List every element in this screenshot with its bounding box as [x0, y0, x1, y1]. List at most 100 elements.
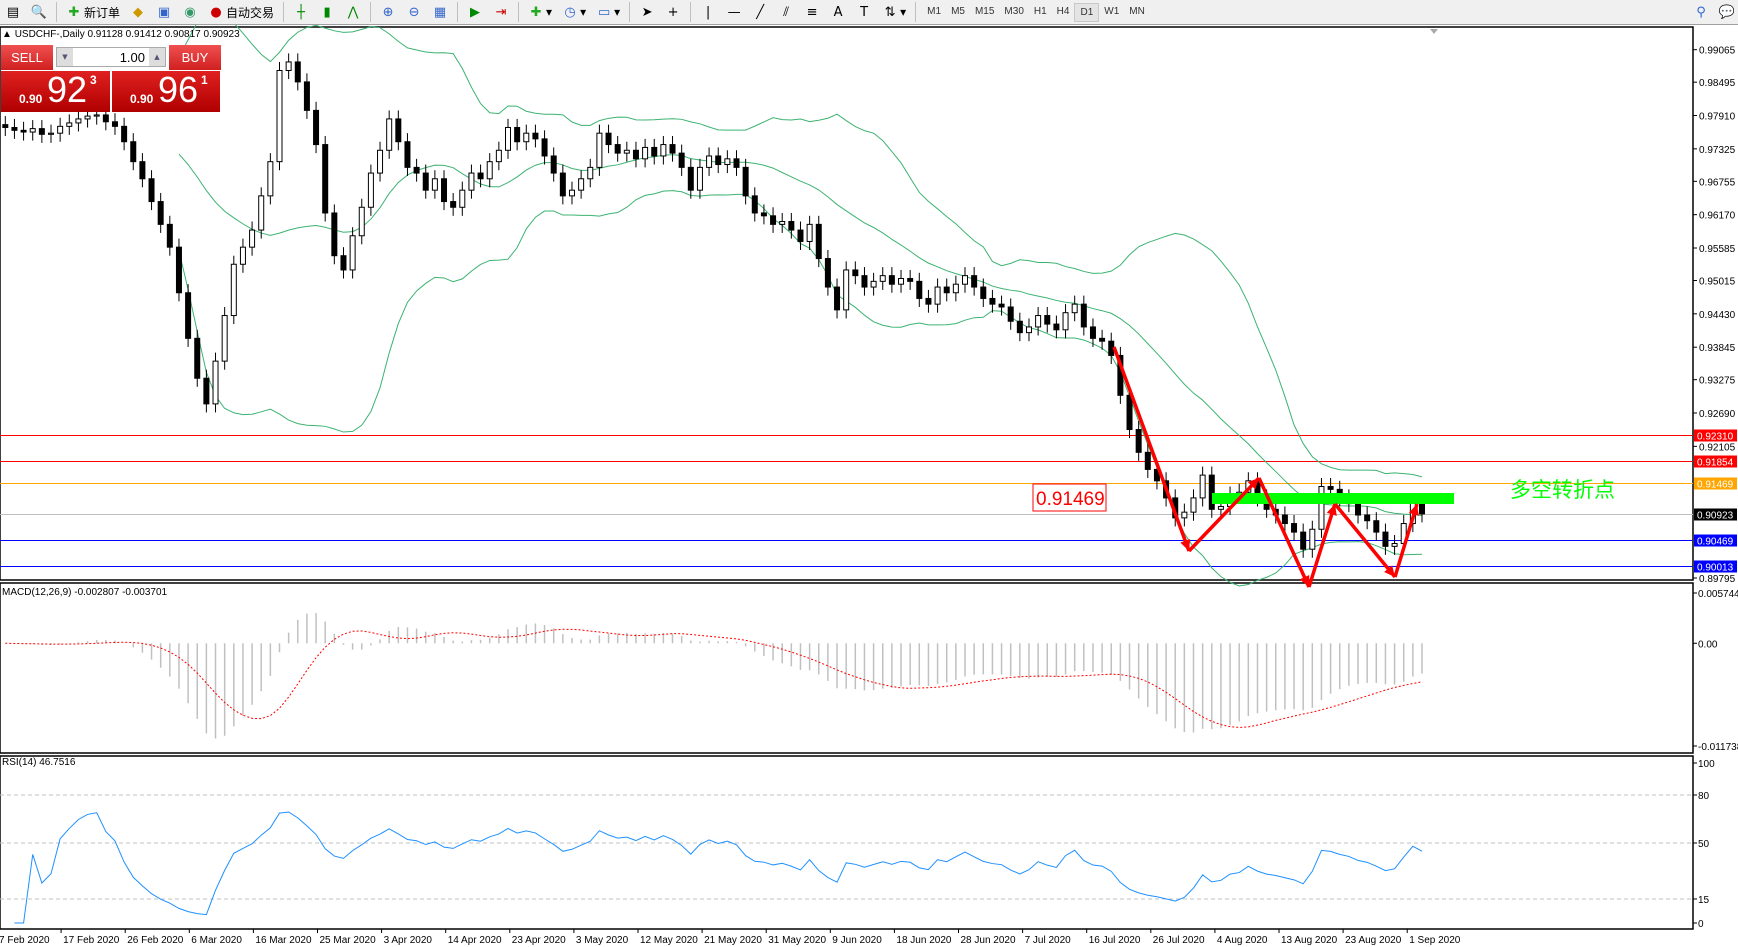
candle-body-bull	[212, 360, 219, 405]
candle	[742, 158, 749, 205]
collapse-triangle-icon[interactable]: ▲	[2, 29, 12, 40]
vertical-line-button[interactable]: |	[697, 2, 719, 23]
candle	[1144, 443, 1151, 478]
zoom-out-button[interactable]: ⊖	[403, 2, 425, 23]
candle	[20, 121, 27, 141]
candle-body-bull	[1035, 315, 1042, 328]
macd-panel-frame	[0, 582, 1694, 754]
navigator-button[interactable]: 🔍	[28, 2, 50, 23]
candle	[285, 53, 292, 80]
candle	[669, 136, 676, 162]
chart-shift-button[interactable]: ⇥	[490, 2, 512, 23]
trendline-button[interactable]: ╱	[749, 2, 771, 23]
bar-chart-button[interactable]: ┼	[290, 2, 312, 23]
candle	[962, 267, 968, 293]
volume-up-icon[interactable]: ▲	[149, 48, 165, 66]
templates-button[interactable]: ▭ ▾	[597, 4, 621, 20]
price-line-label: 0.90923	[1697, 511, 1734, 522]
candle-body-bear	[130, 141, 137, 163]
search-button[interactable]: ⚲	[1690, 2, 1712, 23]
candle-body-bear	[157, 201, 164, 225]
crosshair-button[interactable]: +	[662, 2, 684, 23]
arrows-icon: ⇅	[884, 4, 896, 20]
sell-price-button[interactable]: 0.90 92 3	[1, 69, 110, 112]
text-button[interactable]: A	[827, 2, 849, 23]
date-label: 6 Mar 2020	[191, 935, 242, 946]
signals-button[interactable]: ◉	[179, 2, 201, 23]
chart-shift-marker-icon	[1430, 29, 1438, 34]
timeframe-w1[interactable]: W1	[1104, 5, 1120, 17]
candle-body-bear	[559, 172, 566, 197]
candle	[230, 255, 237, 325]
price-tick-label: 0.94430	[1699, 310, 1736, 321]
timeframe-m15[interactable]: M15	[974, 5, 995, 17]
volume-input[interactable]: 1.00	[119, 49, 145, 65]
timeframe-d1[interactable]: D1	[1074, 2, 1100, 22]
candle	[843, 261, 850, 319]
candle-body-bear	[422, 172, 429, 191]
candle	[779, 212, 786, 233]
toolbar-divider	[915, 2, 917, 22]
metaeditor-button[interactable]: ◆	[127, 2, 149, 23]
price-tick-label: 0.97325	[1699, 145, 1736, 156]
date-label: 7 Feb 2020	[0, 935, 50, 946]
arrow-shaft	[1187, 476, 1261, 553]
candle	[623, 141, 630, 162]
market-watch-button[interactable]: ▤	[2, 2, 24, 23]
candle	[952, 275, 959, 302]
candle-body-bull	[1181, 511, 1188, 519]
candle-body-bear	[441, 178, 448, 203]
sell-button[interactable]: SELL	[1, 45, 53, 70]
autoscroll-button[interactable]: ▶	[464, 2, 486, 23]
horizontal-line-button[interactable]: —	[723, 2, 745, 23]
cursor-button[interactable]: ➤	[636, 2, 658, 23]
equidistant-channel-button[interactable]: ⫽	[775, 2, 797, 23]
timeframe-m30[interactable]: M30	[1004, 5, 1024, 17]
timeframe-h1[interactable]: H1	[1033, 5, 1047, 17]
candle	[660, 136, 667, 165]
channel-icon: ⫽	[783, 4, 790, 20]
candle-body-bull	[285, 61, 292, 71]
timeframe-m1[interactable]: M1	[927, 5, 942, 17]
candle	[441, 170, 448, 211]
toolbar-divider	[283, 2, 285, 22]
timeframe-h4[interactable]: H4	[1056, 5, 1070, 17]
date-label: 3 May 2020	[576, 935, 629, 946]
chat-button[interactable]: 💬	[1716, 2, 1738, 23]
candle-body-bull	[779, 221, 786, 225]
candle	[596, 124, 603, 176]
volume-stepper[interactable]: ▼ 1.00 ▲	[56, 47, 166, 67]
arrows-button[interactable]: ⇅ ▾	[879, 2, 909, 23]
toolbar-divider	[629, 2, 631, 22]
buy-price-button[interactable]: 0.90 96 1	[112, 69, 220, 112]
candlestick-button[interactable]: ▮	[316, 2, 338, 23]
fibonacci-button[interactable]: ≡	[801, 2, 823, 23]
indicators-button[interactable]: ✚ ▾	[525, 2, 555, 23]
candle-body-bear	[532, 132, 539, 140]
window-icon: ▤	[6, 4, 20, 20]
zoom-in-button[interactable]: ⊕	[377, 2, 399, 23]
line-chart-button[interactable]: ⋀	[342, 2, 364, 23]
trend-arrow	[1307, 503, 1337, 588]
terminal-button[interactable]: ▣	[153, 2, 175, 23]
tile-windows-button[interactable]: ▦	[429, 2, 451, 23]
candle-body-bull	[276, 69, 283, 163]
volume-down-icon[interactable]: ▼	[57, 48, 73, 66]
trend-arrow	[1187, 476, 1261, 553]
candle-body-bear	[1044, 315, 1051, 325]
timeframe-m5[interactable]: M5	[951, 5, 965, 17]
auto-trading-button[interactable]: ● 自动交易	[205, 2, 277, 23]
indicators-icon: ✚	[530, 4, 542, 20]
timeframe-mn[interactable]: MN	[1129, 5, 1145, 17]
new-order-button[interactable]: ✚ 新订单	[63, 2, 123, 23]
candle	[916, 272, 923, 307]
buy-button[interactable]: BUY	[169, 45, 221, 70]
candle-body-bear	[742, 166, 749, 197]
price-line-label-bg	[1694, 534, 1737, 547]
candle-body-bull	[806, 223, 813, 242]
candle	[322, 136, 329, 222]
text-label-button[interactable]: T	[853, 2, 875, 23]
periods-button[interactable]: ◷ ▾	[559, 2, 589, 23]
candle	[468, 164, 475, 199]
